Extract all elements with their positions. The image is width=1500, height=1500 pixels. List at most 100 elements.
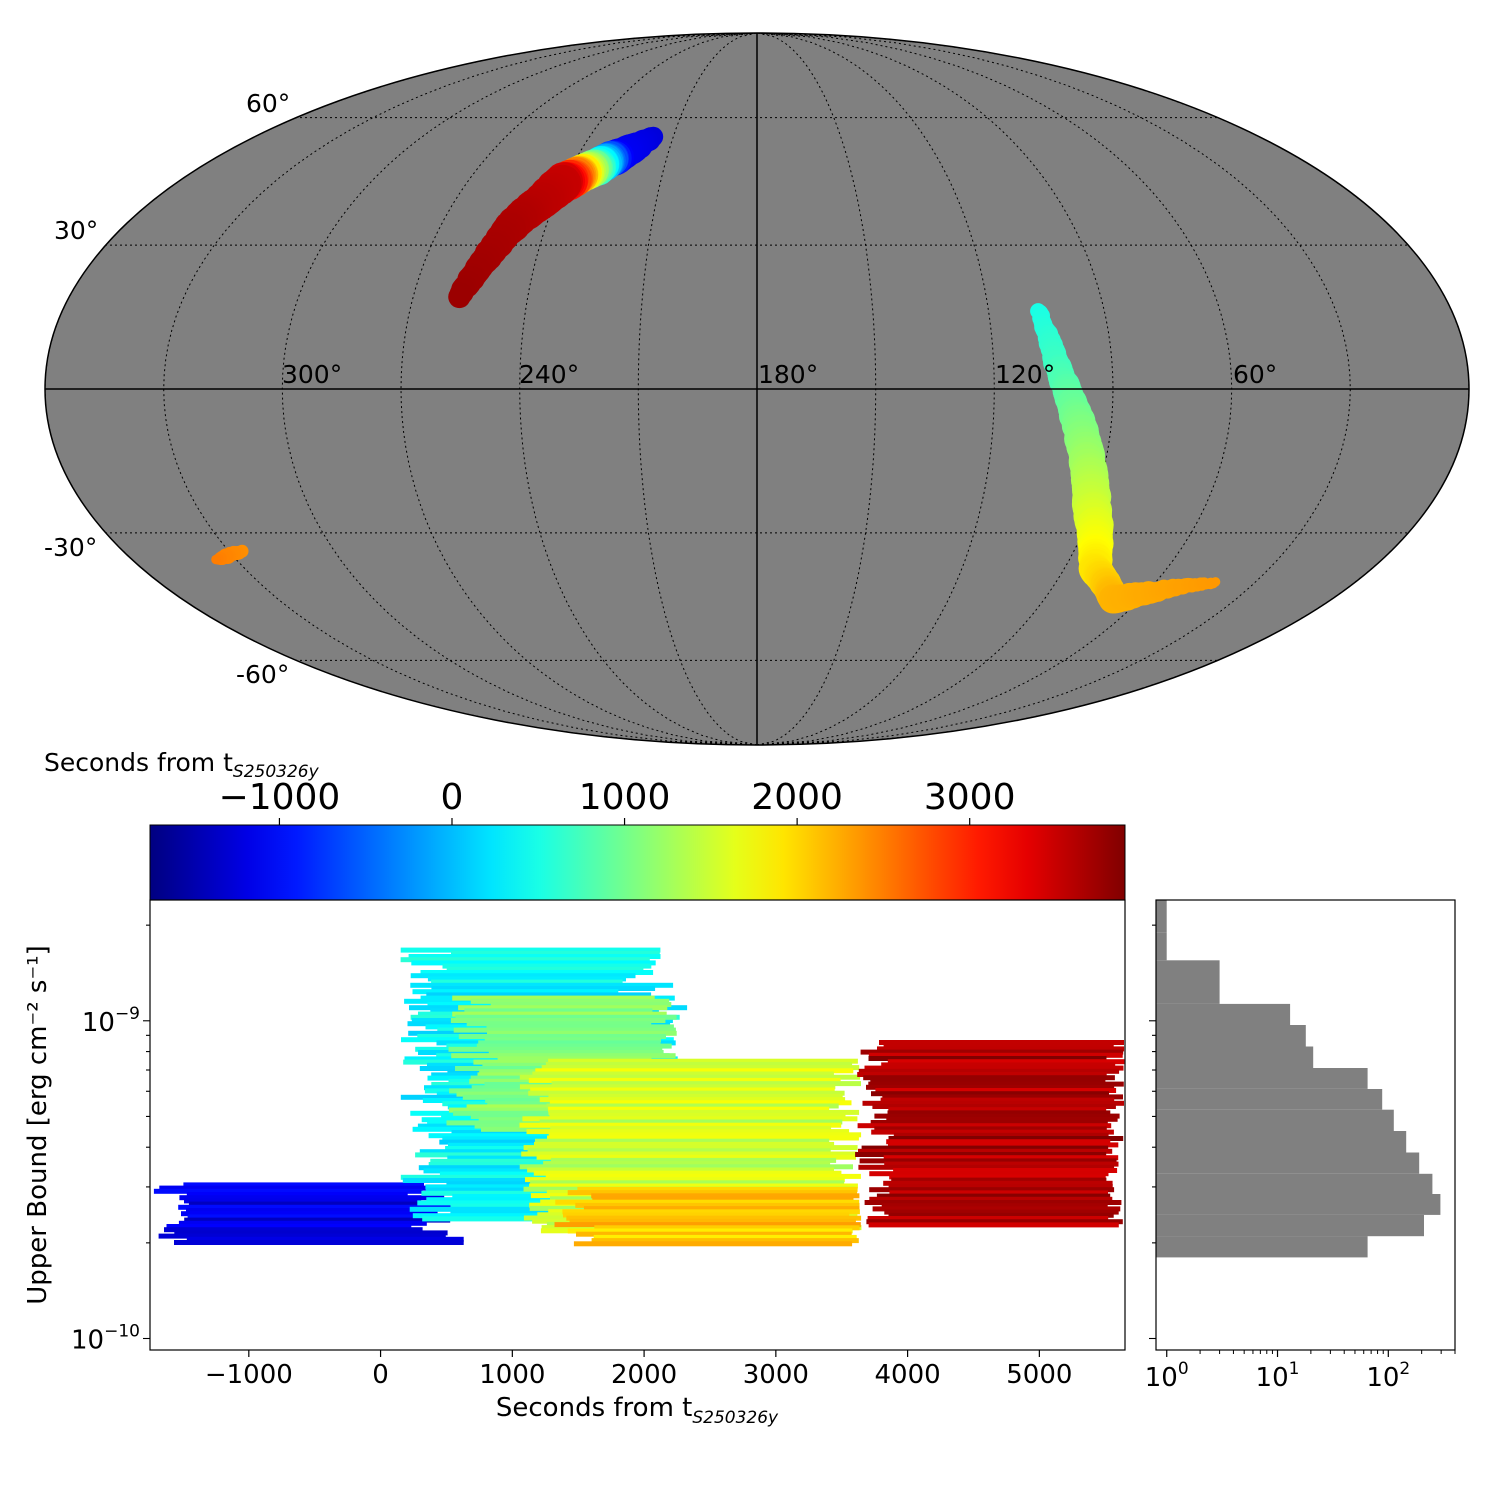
segment bbox=[861, 1145, 1109, 1151]
histogram: 100 101 102 bbox=[1145, 899, 1456, 1393]
segment bbox=[452, 1011, 667, 1017]
segment bbox=[888, 1184, 1113, 1189]
segment bbox=[184, 1217, 451, 1223]
segment bbox=[535, 1068, 854, 1074]
segment bbox=[882, 1094, 1123, 1100]
x-tick-label: 2000 bbox=[611, 1360, 677, 1390]
segment bbox=[442, 963, 652, 969]
segment bbox=[893, 1132, 1109, 1138]
x-axis-label: Seconds from tS250326y bbox=[496, 1393, 779, 1428]
segment bbox=[427, 976, 626, 982]
segment bbox=[410, 973, 636, 979]
segment bbox=[178, 1220, 427, 1226]
segment bbox=[567, 1190, 858, 1196]
segment bbox=[466, 1021, 652, 1027]
segment bbox=[567, 1228, 853, 1234]
colorbar-tick-label: 0 bbox=[441, 777, 464, 818]
segment bbox=[880, 1097, 1115, 1103]
segment bbox=[400, 957, 650, 963]
segment bbox=[874, 1113, 1120, 1119]
histogram-bar bbox=[1156, 960, 1220, 1004]
segment bbox=[864, 1065, 1124, 1071]
segment bbox=[868, 1222, 1119, 1228]
segment bbox=[455, 1014, 677, 1020]
segment bbox=[519, 1122, 842, 1128]
segment bbox=[426, 992, 652, 998]
segment bbox=[181, 1211, 438, 1217]
lat-label-60: 60° bbox=[246, 89, 290, 118]
segment bbox=[881, 1062, 1116, 1068]
segment bbox=[522, 1116, 858, 1122]
segment bbox=[860, 1049, 1124, 1055]
segment bbox=[583, 1206, 860, 1212]
segments-plot-frame bbox=[149, 899, 1126, 1351]
segment bbox=[458, 1034, 666, 1039]
segment bbox=[548, 1109, 860, 1115]
segment bbox=[875, 1088, 1117, 1093]
segment bbox=[448, 1046, 663, 1052]
histogram-bar bbox=[1156, 932, 1167, 961]
segment bbox=[887, 1110, 1111, 1116]
segment bbox=[451, 1053, 676, 1059]
segment bbox=[186, 1192, 408, 1197]
segment bbox=[411, 960, 656, 966]
segment bbox=[891, 1177, 1107, 1183]
histogram-x-ticks: 100 101 102 bbox=[1145, 1350, 1456, 1393]
segment bbox=[566, 1215, 862, 1221]
segment bbox=[428, 1133, 634, 1139]
segment bbox=[888, 1212, 1114, 1218]
colorbar-tick-label: −1000 bbox=[219, 777, 341, 818]
segment bbox=[874, 1126, 1107, 1132]
colorbar-ticks: −1000 0 1000 2000 3000 bbox=[219, 777, 1016, 825]
lat-label-neg30: -30° bbox=[44, 533, 97, 562]
segment bbox=[423, 1168, 623, 1174]
histogram-bar bbox=[1156, 1068, 1368, 1089]
segment bbox=[451, 950, 660, 956]
segment bbox=[593, 1234, 857, 1240]
histogram-x-tick-label: 100 bbox=[1145, 1359, 1189, 1393]
segment bbox=[872, 1206, 1121, 1212]
segment bbox=[526, 1129, 850, 1135]
segment bbox=[534, 1141, 835, 1147]
segment bbox=[864, 1200, 1122, 1205]
colorbar-tick-label: 1000 bbox=[579, 777, 671, 818]
segment bbox=[889, 1190, 1108, 1196]
segment bbox=[523, 1145, 858, 1151]
histogram-bar bbox=[1156, 1003, 1291, 1025]
segment bbox=[548, 1132, 862, 1138]
sky-region-patch bbox=[1210, 577, 1221, 587]
segment bbox=[549, 1100, 852, 1106]
meridian-line bbox=[400, 33, 758, 745]
histogram-bar bbox=[1156, 1089, 1383, 1110]
segment bbox=[543, 1161, 831, 1167]
segment bbox=[858, 1068, 1120, 1074]
histogram-bar bbox=[1156, 1173, 1433, 1194]
segment bbox=[594, 1225, 860, 1231]
segment bbox=[869, 1171, 1109, 1177]
y-axis-label: Upper Bound [erg cm⁻² s⁻¹] bbox=[23, 945, 53, 1304]
segment bbox=[412, 989, 619, 995]
segment bbox=[476, 1043, 672, 1049]
segment bbox=[188, 1201, 428, 1207]
segment bbox=[417, 1200, 638, 1206]
x-tick-label: 1000 bbox=[479, 1360, 545, 1390]
segment bbox=[527, 1167, 834, 1173]
segment bbox=[869, 1187, 1115, 1193]
segment bbox=[591, 1193, 860, 1199]
segment bbox=[187, 1214, 461, 1220]
segment bbox=[186, 1208, 412, 1213]
segment bbox=[487, 1030, 677, 1036]
segment bbox=[886, 1139, 1111, 1145]
segment bbox=[452, 995, 655, 1001]
segment bbox=[555, 1199, 860, 1205]
segment bbox=[536, 1154, 856, 1160]
x-tick-label: 5000 bbox=[1006, 1360, 1072, 1390]
x-tick-label: 4000 bbox=[875, 1360, 941, 1390]
segment bbox=[528, 1090, 845, 1096]
segment bbox=[884, 1209, 1119, 1215]
segment bbox=[528, 1077, 841, 1083]
segment bbox=[532, 1071, 834, 1077]
segment bbox=[183, 1182, 424, 1188]
segment bbox=[877, 1046, 1125, 1052]
